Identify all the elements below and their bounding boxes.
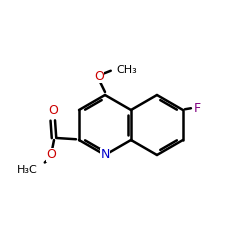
Text: O: O [46,148,56,162]
Text: N: N [100,148,110,162]
Text: F: F [194,102,200,114]
Text: O: O [48,104,58,118]
Text: O: O [94,70,104,83]
Text: H₃C: H₃C [16,165,37,175]
Text: CH₃: CH₃ [116,65,137,75]
